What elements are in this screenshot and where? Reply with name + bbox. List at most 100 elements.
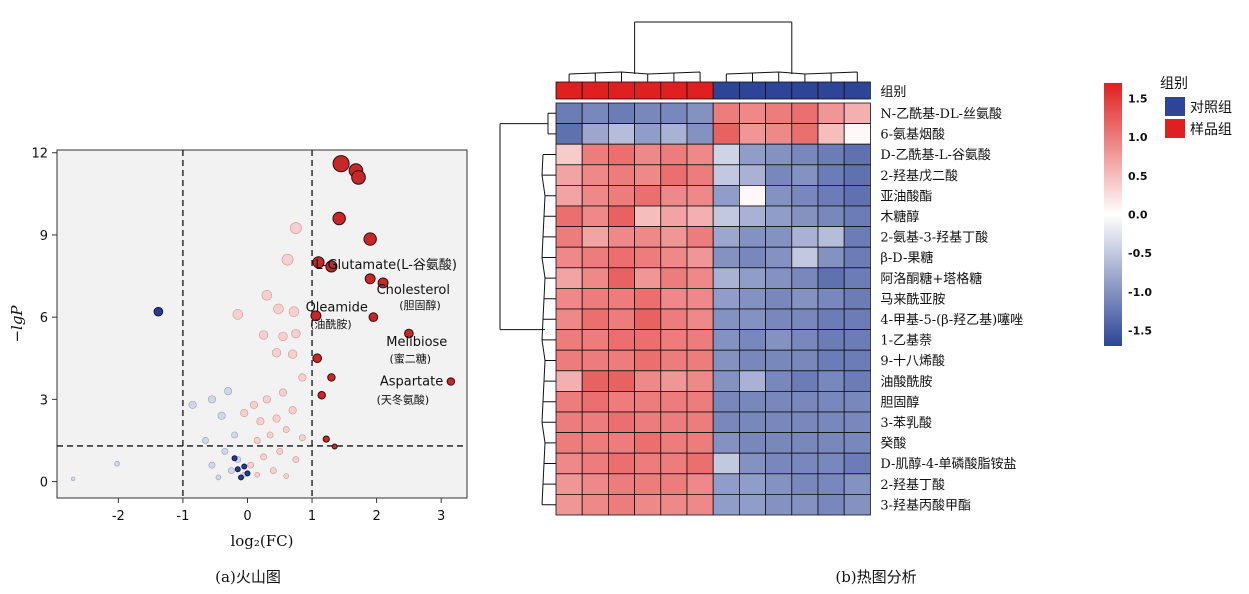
heatmap-cell xyxy=(581,370,609,392)
heatmap-cell xyxy=(712,164,740,186)
heatmap-cell xyxy=(843,123,871,145)
heatmap-cell xyxy=(581,143,609,166)
heatmap-cell xyxy=(791,143,819,166)
heatmap-cell xyxy=(660,411,688,434)
row-label: 2-羟基戊二酸 xyxy=(880,169,958,184)
heatmap-cell xyxy=(660,184,688,207)
heatmap-cell xyxy=(843,390,871,413)
heatmap-cell xyxy=(843,473,871,495)
heatmap-cell xyxy=(608,349,636,372)
data-point-up_light xyxy=(249,400,258,409)
heatmap-cell xyxy=(634,370,662,392)
heatmap-cell xyxy=(581,432,609,454)
row-label: 癸酸 xyxy=(880,437,906,452)
data-point-down xyxy=(231,455,238,462)
heatmap-cell xyxy=(712,349,740,372)
heatmap-cell xyxy=(634,205,662,228)
group-cell xyxy=(739,81,767,100)
heatmap-cell xyxy=(555,390,583,413)
heatmap-cell xyxy=(555,329,583,351)
data-point-up_light xyxy=(281,253,294,266)
heatmap-cell xyxy=(765,329,793,351)
column-dendrogram xyxy=(568,21,858,82)
heatmap-cell xyxy=(712,411,740,434)
heatmap-cell xyxy=(608,287,636,310)
heatmap-cell xyxy=(660,452,688,475)
heatmap-cell xyxy=(791,432,819,454)
data-point-down_light xyxy=(202,437,209,444)
data-point-down_light xyxy=(70,476,76,481)
heatmap-cell xyxy=(843,329,871,351)
heatmap-cell xyxy=(817,473,845,495)
heatmap-cell xyxy=(791,473,819,495)
heatmap-cell xyxy=(739,493,767,516)
heatmap-cell xyxy=(634,411,662,434)
data-point-down xyxy=(153,306,164,317)
heatmap-cell xyxy=(634,287,662,310)
heatmap-cell xyxy=(660,205,688,228)
heatmap-cell xyxy=(608,493,636,516)
data-point-up xyxy=(377,277,389,289)
heatmap-cell xyxy=(608,246,636,269)
heatmap-cell xyxy=(660,102,688,125)
heatmap-cell xyxy=(739,390,767,413)
heatmap-cell xyxy=(634,452,662,475)
heatmap-cell xyxy=(843,102,871,125)
heatmap-cell xyxy=(555,123,583,145)
group-cell xyxy=(608,81,636,100)
heatmap-cell xyxy=(843,226,871,248)
data-point-up_light xyxy=(247,461,255,469)
heatmap-cell xyxy=(581,349,609,372)
heatmap-cell xyxy=(555,226,583,248)
data-point-up xyxy=(351,170,366,185)
heatmap-cell xyxy=(581,390,609,413)
heatmap-cell xyxy=(608,452,636,475)
heatmap-cell xyxy=(660,349,688,372)
heatmap-cell xyxy=(660,329,688,351)
data-point-down_light xyxy=(224,387,233,396)
heatmap-cell xyxy=(765,143,793,166)
data-point-down xyxy=(238,474,244,481)
row-label: N-乙酰基-DL-丝氨酸 xyxy=(880,107,1002,122)
data-point-up_light xyxy=(273,303,284,315)
heatmap-cell xyxy=(660,267,688,289)
row-label: D-乙酰基-L-谷氨酸 xyxy=(880,148,990,163)
heatmap-cell xyxy=(765,123,793,145)
heatmap-cell xyxy=(791,164,819,186)
colorbar-tick-label: 0.0 xyxy=(1128,209,1148,222)
group-cell xyxy=(660,81,688,100)
plot-area xyxy=(56,149,468,499)
x-tick-label: 2 xyxy=(372,509,380,524)
heatmap-cell xyxy=(634,493,662,516)
heatmap-cell xyxy=(581,184,609,207)
heatmap-cell xyxy=(791,205,819,228)
heatmap-cell xyxy=(791,226,819,248)
column-dendrogram-path xyxy=(568,21,858,82)
legend-label: 对照组 xyxy=(1190,100,1232,116)
row-label: 3-羟基丙酸甲酯 xyxy=(880,498,971,513)
data-point-up_light xyxy=(260,453,268,461)
data-point-up xyxy=(312,256,325,269)
heatmap-cell xyxy=(712,390,740,413)
row-dendrogram xyxy=(499,112,556,506)
row-label: 木糖醇 xyxy=(880,209,919,225)
data-point-up_light xyxy=(278,331,288,341)
row-label: β-D-果糖 xyxy=(880,250,933,266)
heatmap-cell xyxy=(686,205,714,228)
y-tick-label: 12 xyxy=(31,147,48,162)
y-tick-label: 3 xyxy=(40,393,48,408)
heatmap-cell xyxy=(555,349,583,372)
heatmap-cell xyxy=(712,123,740,145)
data-point-down_light xyxy=(188,400,197,409)
heatmap-cell xyxy=(791,411,819,434)
heatmap-cell xyxy=(765,452,793,475)
legend-swatch xyxy=(1165,97,1185,116)
heatmap-cell xyxy=(686,308,714,331)
x-tick-label: 0 xyxy=(243,509,251,524)
heatmap-cell xyxy=(817,184,845,207)
row-label: D-肌醇-4-单磷酸脂铵盐 xyxy=(880,456,1016,472)
heatmap-cell xyxy=(739,164,767,186)
heatmap-cell xyxy=(791,267,819,289)
data-point-up xyxy=(332,155,350,173)
